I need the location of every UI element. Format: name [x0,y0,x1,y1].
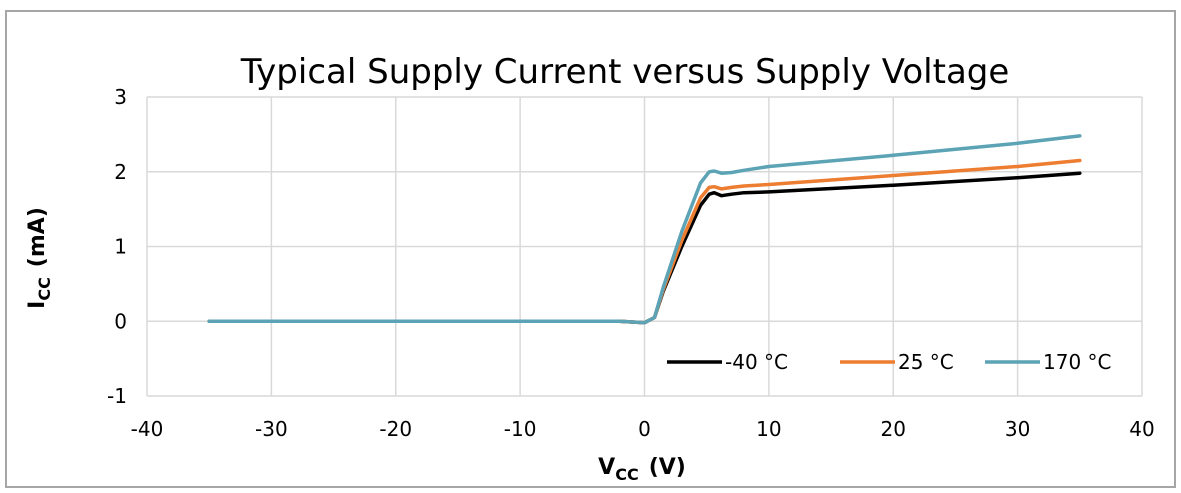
y-axis-title: ICC (mA) [25,207,54,309]
x-tick-label: 10 [756,417,781,441]
y-tick-label: -1 [107,384,127,408]
legend-label-0: -40 °C [725,350,788,374]
x-axis-title: VCC (V) [598,455,686,484]
y-tick-label: 0 [114,309,127,333]
y-axis-ticks: -1 0 1 2 3 [107,85,127,408]
x-axis-title-unit: (V) [649,455,686,480]
x-tick-label: 40 [1129,417,1154,441]
x-axis-title-main: V [598,455,615,480]
series-lines [207,134,1082,325]
legend-label-1: 25 °C [898,350,954,374]
x-tick-label: 0 [638,417,651,441]
x-tick-label: 30 [1005,417,1030,441]
legend: -40 °C 25 °C 170 °C [667,350,1112,374]
legend-label-2: 170 °C [1043,350,1112,374]
x-axis-ticks: -40 -30 -20 -10 0 10 20 30 40 [131,417,1155,441]
x-tick-label: -10 [504,417,537,441]
y-axis-title-unit: (mA) [25,207,50,267]
y-tick-label: 1 [114,235,127,259]
grid [146,96,1143,397]
y-axis-title-sub: CC [35,277,54,300]
x-tick-label: -20 [379,417,412,441]
series-line-2 [207,134,1082,325]
y-tick-label: 3 [114,85,127,109]
y-tick-label: 2 [114,160,127,184]
x-tick-label: -40 [131,417,164,441]
x-tick-label: 20 [881,417,906,441]
chart-title: Typical Supply Current versus Supply Vol… [240,52,1010,92]
y-axis-title-main: I [25,301,50,309]
chart-frame [5,10,1176,488]
x-axis-title-sub: CC [615,465,638,484]
x-tick-label: -30 [255,417,288,441]
